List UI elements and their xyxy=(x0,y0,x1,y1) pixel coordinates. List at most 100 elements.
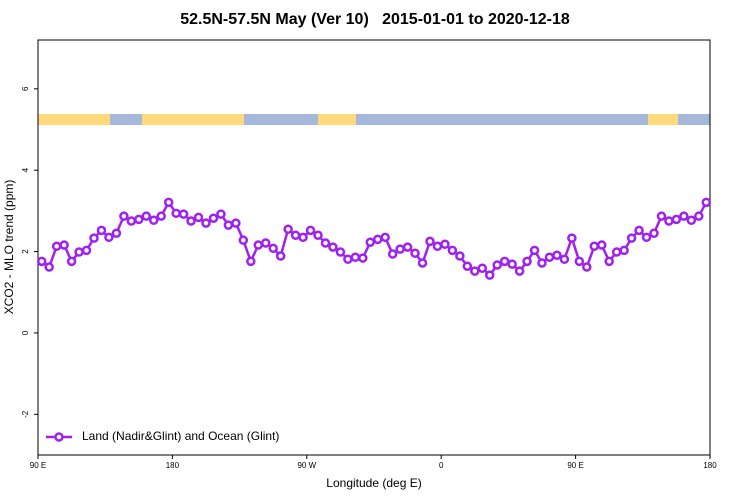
data-point xyxy=(275,251,286,261)
data-point xyxy=(216,209,226,219)
y-tick-label: 4 xyxy=(21,167,30,172)
data-point xyxy=(596,240,607,250)
data-point xyxy=(529,245,540,256)
data-point xyxy=(201,218,211,228)
data-point xyxy=(604,256,614,267)
data-point xyxy=(231,218,241,228)
x-axis-label: Longitude (deg E) xyxy=(326,476,421,490)
data-point xyxy=(425,236,435,247)
data-point xyxy=(522,256,532,267)
data-point xyxy=(544,252,555,263)
data-point xyxy=(283,224,293,234)
data-point xyxy=(582,262,592,272)
x-tick-label: 90 W xyxy=(297,461,316,470)
data-point xyxy=(492,260,502,270)
data-point xyxy=(552,250,562,260)
data-point xyxy=(246,256,256,267)
data-point xyxy=(119,211,129,221)
data-point xyxy=(641,232,652,243)
data-point xyxy=(395,244,405,254)
data-point xyxy=(178,209,189,219)
data-point xyxy=(656,211,667,221)
legend-marker xyxy=(54,432,64,442)
data-point xyxy=(148,215,159,225)
land-ocean-strip xyxy=(38,114,710,125)
data-point xyxy=(455,251,465,261)
data-point xyxy=(328,242,338,252)
data-point xyxy=(238,235,249,245)
data-point xyxy=(694,211,704,221)
data-point xyxy=(51,241,62,252)
data-point xyxy=(484,270,495,280)
y-tick-label: 0 xyxy=(21,330,30,335)
data-point xyxy=(141,211,152,221)
data-point xyxy=(387,249,398,259)
chart-title: 52.5N-57.5N May (Ver 10) 2015-01-01 to 2… xyxy=(180,11,570,28)
data-point xyxy=(462,261,473,271)
data-point xyxy=(701,197,712,208)
data-point xyxy=(268,243,278,254)
data-point xyxy=(365,237,376,247)
data-point xyxy=(372,234,383,245)
data-point xyxy=(260,238,271,248)
data-point xyxy=(358,253,368,263)
x-tick-label: 90 E xyxy=(567,461,583,470)
data-point xyxy=(649,228,659,239)
data-point xyxy=(343,254,353,265)
data-point xyxy=(89,233,99,243)
data-point xyxy=(96,225,107,236)
plot-frame xyxy=(37,39,711,456)
data-point xyxy=(507,259,517,269)
data-point xyxy=(679,211,689,221)
data-point xyxy=(223,220,234,230)
data-point xyxy=(81,245,92,256)
data-point xyxy=(186,216,196,226)
data-point xyxy=(589,241,600,252)
legend-label: Land (Nadir&Glint) and Ocean (Glint) xyxy=(82,429,279,443)
data-point xyxy=(305,225,316,236)
data-point xyxy=(36,256,47,267)
data-point xyxy=(253,240,264,250)
data-point xyxy=(193,212,204,223)
data-point xyxy=(298,232,308,243)
y-tick-label: -2 xyxy=(21,410,30,418)
data-point xyxy=(74,247,84,257)
data-point xyxy=(66,256,77,267)
data-point xyxy=(567,233,577,243)
x-tick-label: 180 xyxy=(703,461,717,470)
data-point xyxy=(313,230,323,241)
y-axis-label: XCO2 - MLO trend (ppm) xyxy=(2,180,16,315)
data-point xyxy=(104,232,114,243)
data-point xyxy=(634,225,644,236)
data-point xyxy=(499,256,510,267)
data-point xyxy=(402,242,413,252)
data-point xyxy=(126,216,137,226)
data-point xyxy=(626,233,637,243)
data-point xyxy=(537,258,547,268)
data-point xyxy=(574,256,585,267)
data-point xyxy=(111,228,122,239)
y-tick-label: 6 xyxy=(21,86,30,91)
data-point xyxy=(171,208,181,219)
data-point xyxy=(350,252,361,263)
data-point xyxy=(410,248,420,258)
data-point xyxy=(208,213,219,223)
data-point xyxy=(440,239,450,249)
data-point xyxy=(611,247,622,257)
data-point xyxy=(514,266,525,276)
data-point xyxy=(44,262,54,272)
data-point xyxy=(447,245,458,256)
data-point xyxy=(320,238,331,248)
data-point xyxy=(290,230,301,241)
data-point xyxy=(156,211,166,221)
y-tick-label: 2 xyxy=(21,249,30,254)
data-point xyxy=(335,247,346,257)
data-point xyxy=(380,232,390,243)
x-tick-label: 180 xyxy=(166,461,180,470)
data-point xyxy=(417,258,428,268)
data-point xyxy=(470,266,480,276)
data-point xyxy=(59,240,69,250)
data-point xyxy=(134,214,144,225)
data-point xyxy=(432,241,443,252)
